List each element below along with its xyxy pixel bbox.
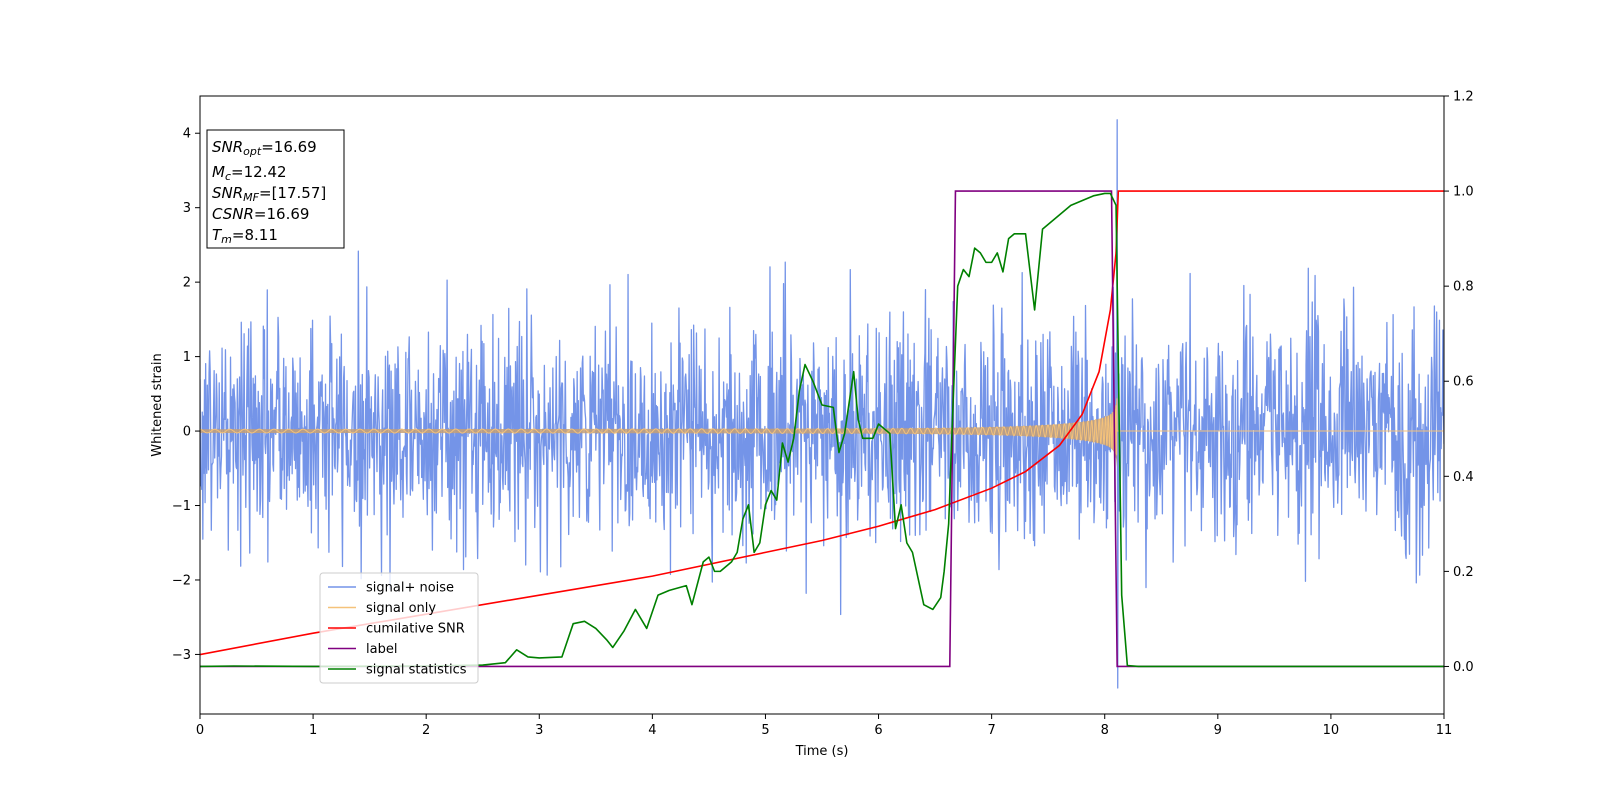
info-box-frame <box>206 129 345 249</box>
y-left-tick-label: 4 <box>183 127 191 142</box>
info-tm: Tm=8.11 <box>212 226 278 246</box>
x-tick-label: 3 <box>535 723 543 738</box>
x-tick-label: 1 <box>309 723 317 738</box>
info-csnr: CSNR=16.69 <box>212 205 309 223</box>
y-right-axis-ticks: 0.0 0.2 0.4 0.6 0.8 1.0 1.2 <box>1444 90 1474 675</box>
x-tick-label: 8 <box>1101 723 1109 738</box>
legend-label: cumilative SNR <box>366 622 465 637</box>
series-signal-only <box>200 398 1444 456</box>
x-tick-label: 2 <box>422 723 430 738</box>
legend-label: signal+ noise <box>366 581 454 596</box>
series-layer <box>200 119 1444 689</box>
legend-label: label <box>366 642 397 657</box>
y-left-tick-label: −2 <box>172 573 191 588</box>
y-right-tick-label: 0.0 <box>1453 660 1474 675</box>
info-snr-mf: SNRMF=[17.57] <box>212 184 326 204</box>
x-axis-ticks: 0 1 2 3 4 5 6 7 8 9 10 11 <box>196 714 1452 738</box>
x-axis-label: Time (s) <box>795 744 849 759</box>
info-mc: Mc=12.42 <box>212 163 287 183</box>
legend-label: signal only <box>366 601 436 616</box>
x-tick-label: 11 <box>1436 723 1453 738</box>
legend: signal+ noise signal only cumilative SNR la… <box>319 572 479 684</box>
x-tick-label: 6 <box>874 723 882 738</box>
y-left-axis-ticks: −3 −2 −1 0 1 2 3 4 <box>172 127 200 663</box>
y-left-tick-label: 3 <box>183 201 191 216</box>
x-tick-label: 4 <box>648 723 656 738</box>
info-snr-opt: SNRopt=16.69 <box>212 138 317 158</box>
y-left-tick-label: −1 <box>172 499 191 514</box>
legend-frame <box>319 572 479 684</box>
y-right-tick-label: 0.4 <box>1453 470 1474 485</box>
plot-frame <box>199 95 1445 715</box>
x-tick-label: 9 <box>1214 723 1222 738</box>
info-box: SNRopt=16.69 Mc=12.42 SNRMF=[17.57] CSNR… <box>206 129 345 249</box>
y-right-tick-label: 0.8 <box>1453 280 1474 295</box>
y-axis-label: Whitened strain <box>150 353 165 456</box>
legend-label: signal statistics <box>366 663 467 678</box>
y-left-tick-label: 2 <box>183 276 191 291</box>
y-right-tick-label: 1.2 <box>1453 90 1474 105</box>
y-left-tick-label: 1 <box>183 350 191 365</box>
x-tick-label: 10 <box>1323 723 1340 738</box>
y-right-tick-label: 0.2 <box>1453 565 1474 580</box>
x-tick-label: 5 <box>761 723 769 738</box>
y-left-tick-label: −3 <box>172 648 191 663</box>
series-cumilative-snr <box>200 190 1444 656</box>
series-signal-noise <box>200 119 1444 689</box>
series-signal-statistics <box>200 192 1444 668</box>
x-tick-label: 0 <box>196 723 204 738</box>
x-tick-label: 7 <box>987 723 995 738</box>
y-right-tick-label: 1.0 <box>1453 185 1474 200</box>
y-left-tick-label: 0 <box>183 425 191 440</box>
y-right-tick-label: 0.6 <box>1453 375 1474 390</box>
